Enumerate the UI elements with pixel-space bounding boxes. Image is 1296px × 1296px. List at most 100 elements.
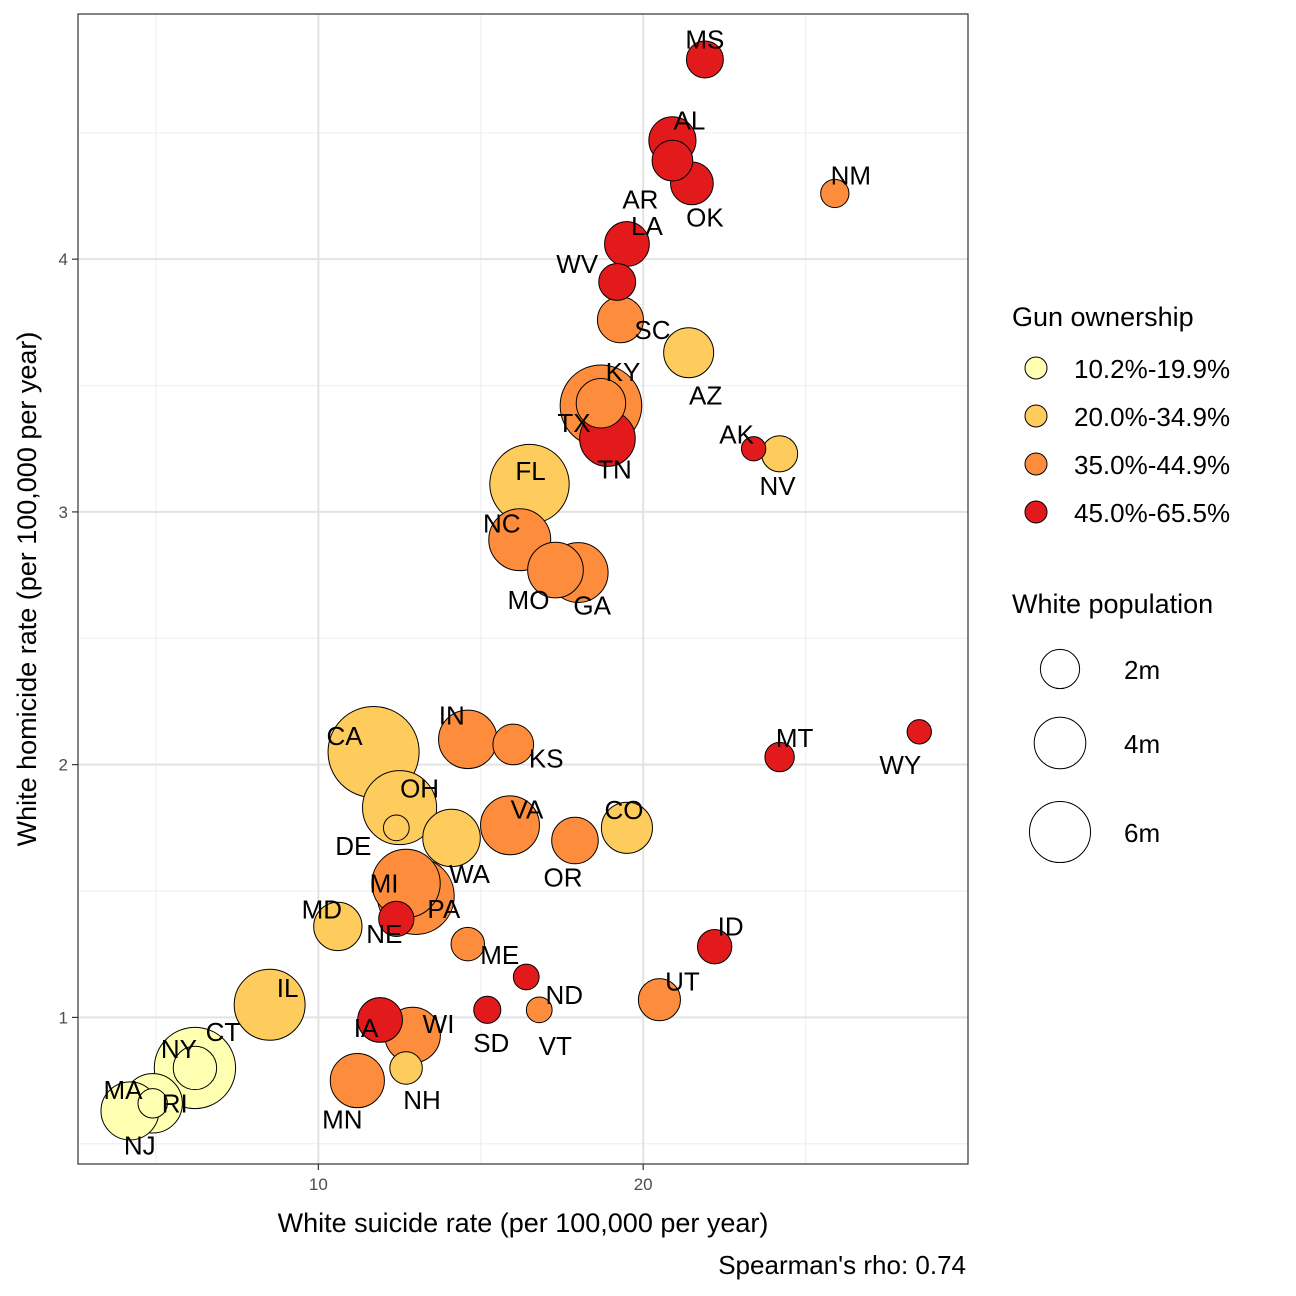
legend-swatch [1024,500,1048,524]
legend-label: 10.2%-19.9% [1074,354,1230,384]
point-mt [764,741,795,773]
label-al: AL [674,105,706,135]
label-mo: MO [508,585,550,615]
label-ga: GA [573,591,611,621]
legend-swatch [1024,404,1048,428]
legend-label: 45.0%-65.5% [1074,498,1230,528]
label-nm: NM [831,160,871,190]
label-mt: MT [776,723,814,753]
label-ny: NY [161,1034,197,1064]
label-co: CO [604,795,643,825]
label-pa: PA [427,894,460,924]
gun-ownership-legend-title: Gun ownership [1012,302,1194,332]
label-nc: NC [483,509,521,539]
label-va: VA [511,794,544,824]
point-de [382,814,410,842]
axis-ticks: 10 20 1 2 3 4 [59,250,653,1194]
plot-panel-border [77,13,969,1165]
size-legend-label: 4m [1124,729,1160,759]
legend-label: 35.0%-44.9% [1074,450,1230,480]
label-il: IL [277,973,299,1003]
minor-gridlines [78,14,968,1164]
label-ri: RI [162,1088,188,1118]
gun-ownership-legend: Gun ownership 10.2%-19.9% 20.0%-34.9% 35.0… [1012,302,1230,528]
point-wy [906,719,932,745]
point-nh [389,1051,423,1085]
label-ia: IA [354,1013,379,1043]
caption-spearman: Spearman's rho: 0.74 [718,1250,966,1280]
point-nm [820,178,850,209]
label-ks: KS [529,743,564,773]
point-wv [598,262,637,301]
label-vt: VT [539,1031,572,1061]
white-population-legend: White population 2m 4m 6m [1012,589,1213,864]
label-ak: AK [719,420,754,450]
point-me [450,926,486,962]
point-ms [685,40,724,79]
point-ks [492,723,535,766]
label-wv: WV [556,249,599,279]
size-legend-circle [1039,648,1081,690]
label-wi: WI [423,1009,455,1039]
legend-swatch [1024,452,1048,476]
point-nv [761,435,799,473]
point-mn [329,1053,385,1109]
label-ct: CT [206,1017,241,1047]
size-legend-label: 2m [1124,655,1160,685]
label-mn: MN [322,1105,362,1135]
label-nj: NJ [124,1130,156,1160]
point-oh [362,770,438,846]
label-me: ME [480,940,519,970]
x-axis-title: White suicide rate (per 100,000 per year… [278,1208,769,1238]
y-tick-label: 2 [59,756,68,775]
label-ma: MA [103,1075,143,1105]
point-or [551,816,599,865]
x-tick-label: 10 [309,1175,328,1194]
point-nd [512,963,540,991]
label-wy: WY [879,750,921,780]
point-ky [575,378,627,429]
label-sc: SC [634,315,670,345]
point-mo [527,541,584,599]
point-md [313,901,363,952]
x-tick-label: 20 [634,1175,653,1194]
label-ca: CA [327,721,364,751]
point-ut [637,978,681,1022]
legend-label: 20.0%-34.9% [1074,402,1230,432]
label-wa: WA [449,859,491,889]
label-de: DE [335,831,371,861]
label-oh: OH [400,774,439,804]
y-tick-label: 1 [59,1008,68,1027]
size-legend-circle [1033,716,1087,770]
label-sd: SD [473,1028,509,1058]
label-nh: NH [403,1085,441,1115]
label-in: IN [439,700,465,730]
point-ar [651,139,694,182]
point-va [480,795,540,856]
label-mi: MI [370,868,399,898]
point-ri [137,1088,168,1119]
label-ms: MS [685,24,724,54]
size-legend-label: 6m [1124,818,1160,848]
label-ar: AR [622,185,658,215]
data-points [100,40,932,1141]
point-vt [525,996,553,1024]
point-ia [357,997,403,1043]
label-nv: NV [760,471,797,501]
label-md: MD [302,894,342,924]
label-la: LA [631,211,663,241]
label-id: ID [718,912,744,942]
y-tick-label: 4 [59,250,68,269]
major-gridlines [78,14,968,1164]
label-fl: FL [515,456,545,486]
point-wa [422,808,481,868]
label-ut: UT [665,967,700,997]
label-az: AZ [689,381,722,411]
label-tx: TX [557,408,590,438]
point-ct [172,1045,218,1091]
size-legend-circle [1028,800,1092,864]
label-tn: TN [597,455,632,485]
point-sd [473,995,502,1024]
